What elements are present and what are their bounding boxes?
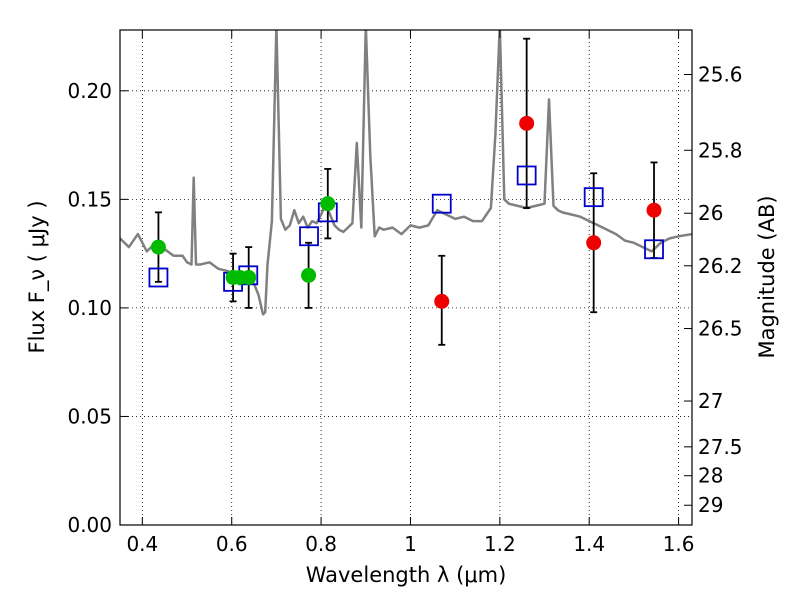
y-tick-label: 0.15 (67, 187, 112, 211)
x-tick-label: 1.4 (573, 532, 605, 556)
x-axis-title: Wavelength λ (μm) (306, 563, 507, 587)
red-photometry-point (519, 115, 535, 131)
model-photometry-square (299, 226, 319, 247)
x-tick-label: 1 (404, 532, 417, 556)
right-tick-label: 25.8 (698, 138, 743, 162)
error-bar-layer (154, 37, 658, 346)
model-photometry-square (516, 165, 537, 186)
right-tick-label: 28 (698, 464, 723, 488)
model-photometry-square (644, 239, 664, 260)
green-photometry-point (241, 270, 257, 285)
green-photometry-point (150, 239, 166, 255)
y-tick-label: 0.05 (67, 404, 112, 428)
y-tick-label: 0.00 (67, 513, 112, 537)
right-tick-label: 27 (698, 389, 723, 413)
x-tick-label: 0.8 (305, 532, 337, 556)
red-photometry-point (646, 202, 662, 218)
grid-lines (120, 30, 692, 526)
x-tick-label: 0.4 (126, 532, 158, 556)
model-spectrum-line (120, 30, 692, 316)
green-photometry-point (320, 196, 336, 212)
x-tick-label: 1.2 (484, 532, 516, 556)
green-photometry-point (301, 267, 317, 283)
red-photometry-point (586, 235, 602, 251)
spectrum-line-layer (120, 30, 692, 316)
right-tick-label: 25.6 (698, 63, 743, 87)
marker-layer (148, 115, 664, 309)
x-tick-label: 1.6 (663, 532, 695, 556)
right-tick-label: 26.2 (698, 254, 743, 278)
y-axis-title: Flux F_ν ( μJy ) (25, 200, 50, 353)
right-tick-label: 29 (698, 493, 723, 517)
model-photometry-square (583, 187, 604, 208)
right-tick-label: 26.5 (698, 317, 743, 341)
tick-layer: 0.4 0.6 0.8 1 1.2 1.4 1.6 0.00 0.05 0.10 0.15 0.20 2… (67, 30, 743, 556)
right-tick-label: 27.5 (698, 435, 743, 459)
model-photometry-square (431, 193, 452, 214)
right-axis-title: Magnitude (AB) (755, 195, 779, 358)
y-tick-label: 0.20 (67, 79, 112, 103)
x-tick-label: 0.6 (216, 532, 248, 556)
y-tick-label: 0.10 (67, 296, 112, 320)
red-photometry-point (434, 293, 450, 309)
plot-frame (119, 29, 693, 526)
right-tick-label: 26 (698, 201, 723, 225)
model-photometry-square (148, 267, 169, 288)
